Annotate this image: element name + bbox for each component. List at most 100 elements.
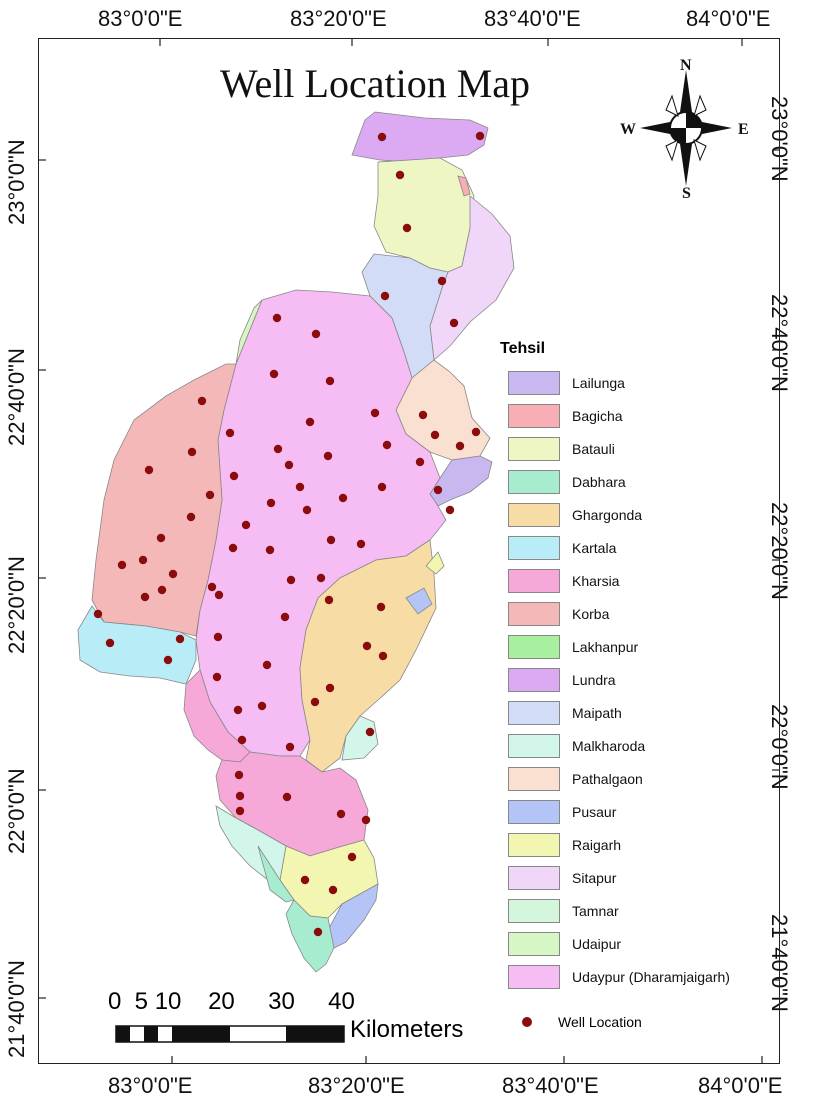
- well-point: [213, 632, 223, 642]
- legend-label: Pathalgaon: [572, 771, 643, 787]
- legend-swatch: [508, 965, 560, 989]
- well-point: [316, 573, 326, 583]
- well-point: [325, 683, 335, 693]
- well-point: [212, 672, 222, 682]
- well-point: [430, 430, 440, 440]
- region-tamnar: [257, 845, 295, 903]
- well-point: [382, 440, 392, 450]
- well-point: [214, 590, 224, 600]
- well-point: [229, 471, 239, 481]
- well-point: [377, 132, 387, 142]
- well-point: [282, 792, 292, 802]
- compass-w-label: W: [620, 121, 636, 138]
- legend-label: Malkharoda: [572, 738, 646, 754]
- map-title: Well Location Map: [220, 61, 531, 106]
- legend-item-pusaur: Pusaur: [508, 799, 616, 825]
- legend: Tehsil Lailunga Bagicha Batauli Dabhara Ghar…: [500, 340, 790, 989]
- legend-item-sitapur: Sitapur: [508, 865, 616, 891]
- legend-label: Korba: [572, 606, 610, 622]
- legend-item-maipath: Maipath: [508, 700, 622, 726]
- region-pusaur-piece: [405, 587, 433, 615]
- legend-item-malkharoda: Malkharoda: [508, 733, 645, 759]
- well-point: [207, 582, 217, 592]
- well-point: [325, 376, 335, 386]
- well-point: [273, 444, 283, 454]
- grid-label-top-83-0: 83°0'0"E: [98, 6, 183, 31]
- well-point: [105, 638, 115, 648]
- legend-swatch: [508, 371, 560, 395]
- grid-label-top-83-20: 83°20'0"E: [290, 6, 387, 31]
- legend-label: Pusaur: [572, 804, 617, 820]
- well-point: [418, 410, 428, 420]
- legend-label: Kharsia: [572, 573, 620, 589]
- legend-item-udaipur: Udaipur: [508, 931, 621, 957]
- well-point: [377, 482, 387, 492]
- well-location-label: Well Location: [558, 1014, 642, 1030]
- legend-swatch: [508, 734, 560, 758]
- well-point: [144, 465, 154, 475]
- legend-swatch: [508, 437, 560, 461]
- well-point: [93, 609, 103, 619]
- region-lundra: [351, 111, 489, 163]
- legend-well-location: Well Location: [522, 1014, 642, 1030]
- well-point: [378, 651, 388, 661]
- legend-item-lakhanpur: Lakhanpur: [508, 634, 638, 660]
- well-point: [257, 701, 267, 711]
- legend-label: Maipath: [572, 705, 622, 721]
- well-point: [471, 427, 481, 437]
- compass-n-label: N: [680, 57, 692, 74]
- map-frame: [38, 38, 780, 1064]
- legend-item-kartala: Kartala: [508, 535, 616, 561]
- well-point: [269, 369, 279, 379]
- region-bagicha-strip: [457, 175, 471, 197]
- well-point: [163, 655, 173, 665]
- legend-item-pathalgaon: Pathalgaon: [508, 766, 643, 792]
- well-point: [362, 641, 372, 651]
- scale-bar-units: Kilometers: [350, 1016, 464, 1043]
- legend-swatch: [508, 470, 560, 494]
- compass-rose: N S E W: [620, 57, 749, 202]
- well-point: [311, 329, 321, 339]
- legend-item-lundra: Lundra: [508, 667, 616, 693]
- legend-swatch: [508, 569, 560, 593]
- legend-label: Kartala: [572, 540, 617, 556]
- legend-item-lailunga: Lailunga: [508, 370, 625, 396]
- legend-label: Lailunga: [572, 375, 625, 391]
- legend-label: Dabhara: [572, 474, 626, 490]
- legend-item-raigarh: Raigarh: [508, 832, 621, 858]
- well-point: [285, 742, 295, 752]
- scale-bar-numbers: 0 5 10 20 30 40: [108, 988, 355, 1015]
- grid-label-bottom-83-40: 83°40'0"E: [502, 1073, 599, 1098]
- grid-ticks: [38, 38, 780, 1064]
- region-bagicha-east: [425, 551, 445, 575]
- tehsil-regions: [77, 111, 515, 973]
- legend-label: Lundra: [572, 672, 616, 688]
- legend-label: Sitapur: [572, 870, 617, 886]
- legend-label: Udaypur (Dharamjaigarh): [572, 969, 730, 985]
- legend-swatch: [508, 536, 560, 560]
- well-point: [175, 634, 185, 644]
- compass-s-label: S: [682, 185, 691, 202]
- well-point: [455, 441, 465, 451]
- region-malkharoda-north: [341, 715, 379, 761]
- well-point: [241, 520, 251, 530]
- well-point: [157, 585, 167, 595]
- legend-swatch: [508, 932, 560, 956]
- well-point: [328, 885, 338, 895]
- well-point: [310, 697, 320, 707]
- legend-swatch: [508, 833, 560, 857]
- well-point: [262, 660, 272, 670]
- well-point: [156, 533, 166, 543]
- well-point: [233, 705, 243, 715]
- grid-label-bottom-83-0: 83°0'0"E: [108, 1073, 193, 1098]
- well-point: [225, 428, 235, 438]
- scale-bar: [115, 1025, 345, 1043]
- legend-item-tamnar: Tamnar: [508, 898, 619, 924]
- well-point: [117, 560, 127, 570]
- region-ghargonda: [299, 539, 437, 773]
- well-point: [395, 170, 405, 180]
- grid-label-top-84-0: 84°0'0"E: [686, 6, 771, 31]
- well-point: [234, 770, 244, 780]
- well-point: [266, 498, 276, 508]
